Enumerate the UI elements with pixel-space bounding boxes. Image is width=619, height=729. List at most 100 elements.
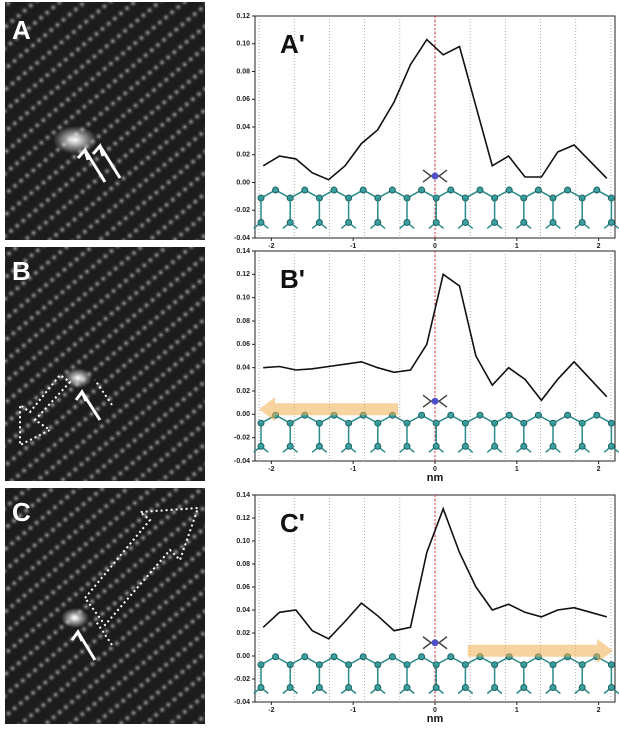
lattice-atom <box>461 218 469 226</box>
bright-spot <box>61 608 89 628</box>
x-tick-label: -1 <box>350 243 356 250</box>
lattice-atom <box>359 653 367 661</box>
lattice-atom <box>257 218 265 226</box>
lattice-atom <box>593 411 601 419</box>
arrows <box>70 142 122 661</box>
lattice-atom <box>272 653 280 661</box>
bright-spot <box>64 368 92 388</box>
x-tick-label: 0 <box>433 707 437 714</box>
lattice-atom <box>418 186 426 194</box>
y-tick-label: 0.00 <box>236 179 250 186</box>
lattice-atom <box>345 684 353 692</box>
lattice-atom <box>286 218 294 226</box>
lattice-atom <box>374 218 382 226</box>
y-tick-label: 0.04 <box>236 365 250 372</box>
chart-panel: -0.04 -0.02 0.00 0.02 0.04 0.06 0.08 0.10 0.12 -2… <box>234 13 619 261</box>
y-tick-label: -0.04 <box>234 235 250 242</box>
y-tick-label: 0.14 <box>236 492 250 499</box>
lattice-atom <box>578 218 586 226</box>
y-tick-label: 0.00 <box>236 653 250 660</box>
y-tick-label: 0.04 <box>236 607 250 614</box>
lattice-atom <box>534 186 542 194</box>
y-tick-label: 0.06 <box>236 341 250 348</box>
molecule-center <box>431 639 439 647</box>
lattice-atom <box>549 684 557 692</box>
panel-label: C' <box>280 508 305 538</box>
motion-arrow <box>259 397 399 422</box>
x-tick-label: -2 <box>268 707 274 714</box>
lattice-atom <box>418 411 426 419</box>
lattice-atom <box>549 218 557 226</box>
panel-label: B' <box>280 264 305 294</box>
lattice-atom <box>593 186 601 194</box>
lattice-atom <box>520 218 528 226</box>
molecule-center <box>431 172 439 180</box>
lattice-atom <box>491 218 499 226</box>
x-tick-label: 2 <box>597 243 601 250</box>
lattice-atom <box>447 653 455 661</box>
lattice-atom <box>286 684 294 692</box>
lattice-atom <box>578 684 586 692</box>
lattice-atom <box>403 442 411 450</box>
lattice-atom <box>257 684 265 692</box>
lattice-atom <box>607 218 615 226</box>
x-tick-label: 0 <box>433 466 437 473</box>
stm-image <box>5 488 205 724</box>
lattice-atom <box>607 684 615 692</box>
motion-arrow <box>467 638 613 663</box>
y-tick-label: 0.06 <box>236 584 250 591</box>
lattice-atom <box>461 442 469 450</box>
lattice-atom <box>374 684 382 692</box>
lattice-atom <box>447 186 455 194</box>
x-tick-label: 1 <box>515 707 519 714</box>
lattice-atom <box>432 218 440 226</box>
lattice-atom <box>505 411 513 419</box>
lattice-atom <box>447 411 455 419</box>
x-tick-label: 2 <box>597 707 601 714</box>
y-tick-label: 0.08 <box>236 318 250 325</box>
lattice-atom <box>534 411 542 419</box>
y-tick-label: -0.02 <box>234 207 250 214</box>
lattice-atom <box>345 218 353 226</box>
y-tick-label: 0.06 <box>236 96 250 103</box>
lattice-atom <box>476 411 484 419</box>
profile-line <box>263 272 608 402</box>
lattice-atom <box>432 442 440 450</box>
y-tick-label: 0.02 <box>236 630 250 637</box>
dotted-arrows <box>19 373 200 646</box>
lattice-atom <box>491 442 499 450</box>
stm-image <box>5 247 205 481</box>
lattice-atom <box>607 442 615 450</box>
image-label: A <box>12 15 31 45</box>
lattice-atom <box>549 442 557 450</box>
x-tick-label: 2 <box>597 466 601 473</box>
lattice-atom <box>301 186 309 194</box>
lattice-atom <box>330 653 338 661</box>
lattice-atom <box>564 186 572 194</box>
profile-line <box>262 506 608 640</box>
lattice-atom <box>345 442 353 450</box>
lattice-atom <box>272 186 280 194</box>
lattice-atom <box>403 218 411 226</box>
lattice-atom <box>388 653 396 661</box>
lattice-atom <box>315 442 323 450</box>
x-axis-label: nm <box>427 713 444 725</box>
y-tick-label: 0.10 <box>236 295 250 302</box>
lattice-atom <box>461 684 469 692</box>
x-tick-label: 1 <box>515 243 519 250</box>
image-label: C <box>12 497 31 527</box>
chart-panel: -0.04 -0.02 0.00 0.02 0.04 0.06 0.08 0.10 0.12 0.… <box>234 248 619 484</box>
y-tick-label: 0.02 <box>236 388 250 395</box>
lattice-atom <box>257 442 265 450</box>
image-label: B <box>12 256 31 286</box>
lattice-atom <box>388 186 396 194</box>
x-tick-label: -1 <box>350 707 356 714</box>
y-tick-label: -0.04 <box>234 699 250 706</box>
x-tick-label: 1 <box>515 466 519 473</box>
y-tick-label: 0.04 <box>236 124 250 131</box>
y-tick-label: 0.08 <box>236 68 250 75</box>
panel-label: A' <box>280 29 305 59</box>
lattice-atom <box>403 684 411 692</box>
lattice-atom <box>432 684 440 692</box>
